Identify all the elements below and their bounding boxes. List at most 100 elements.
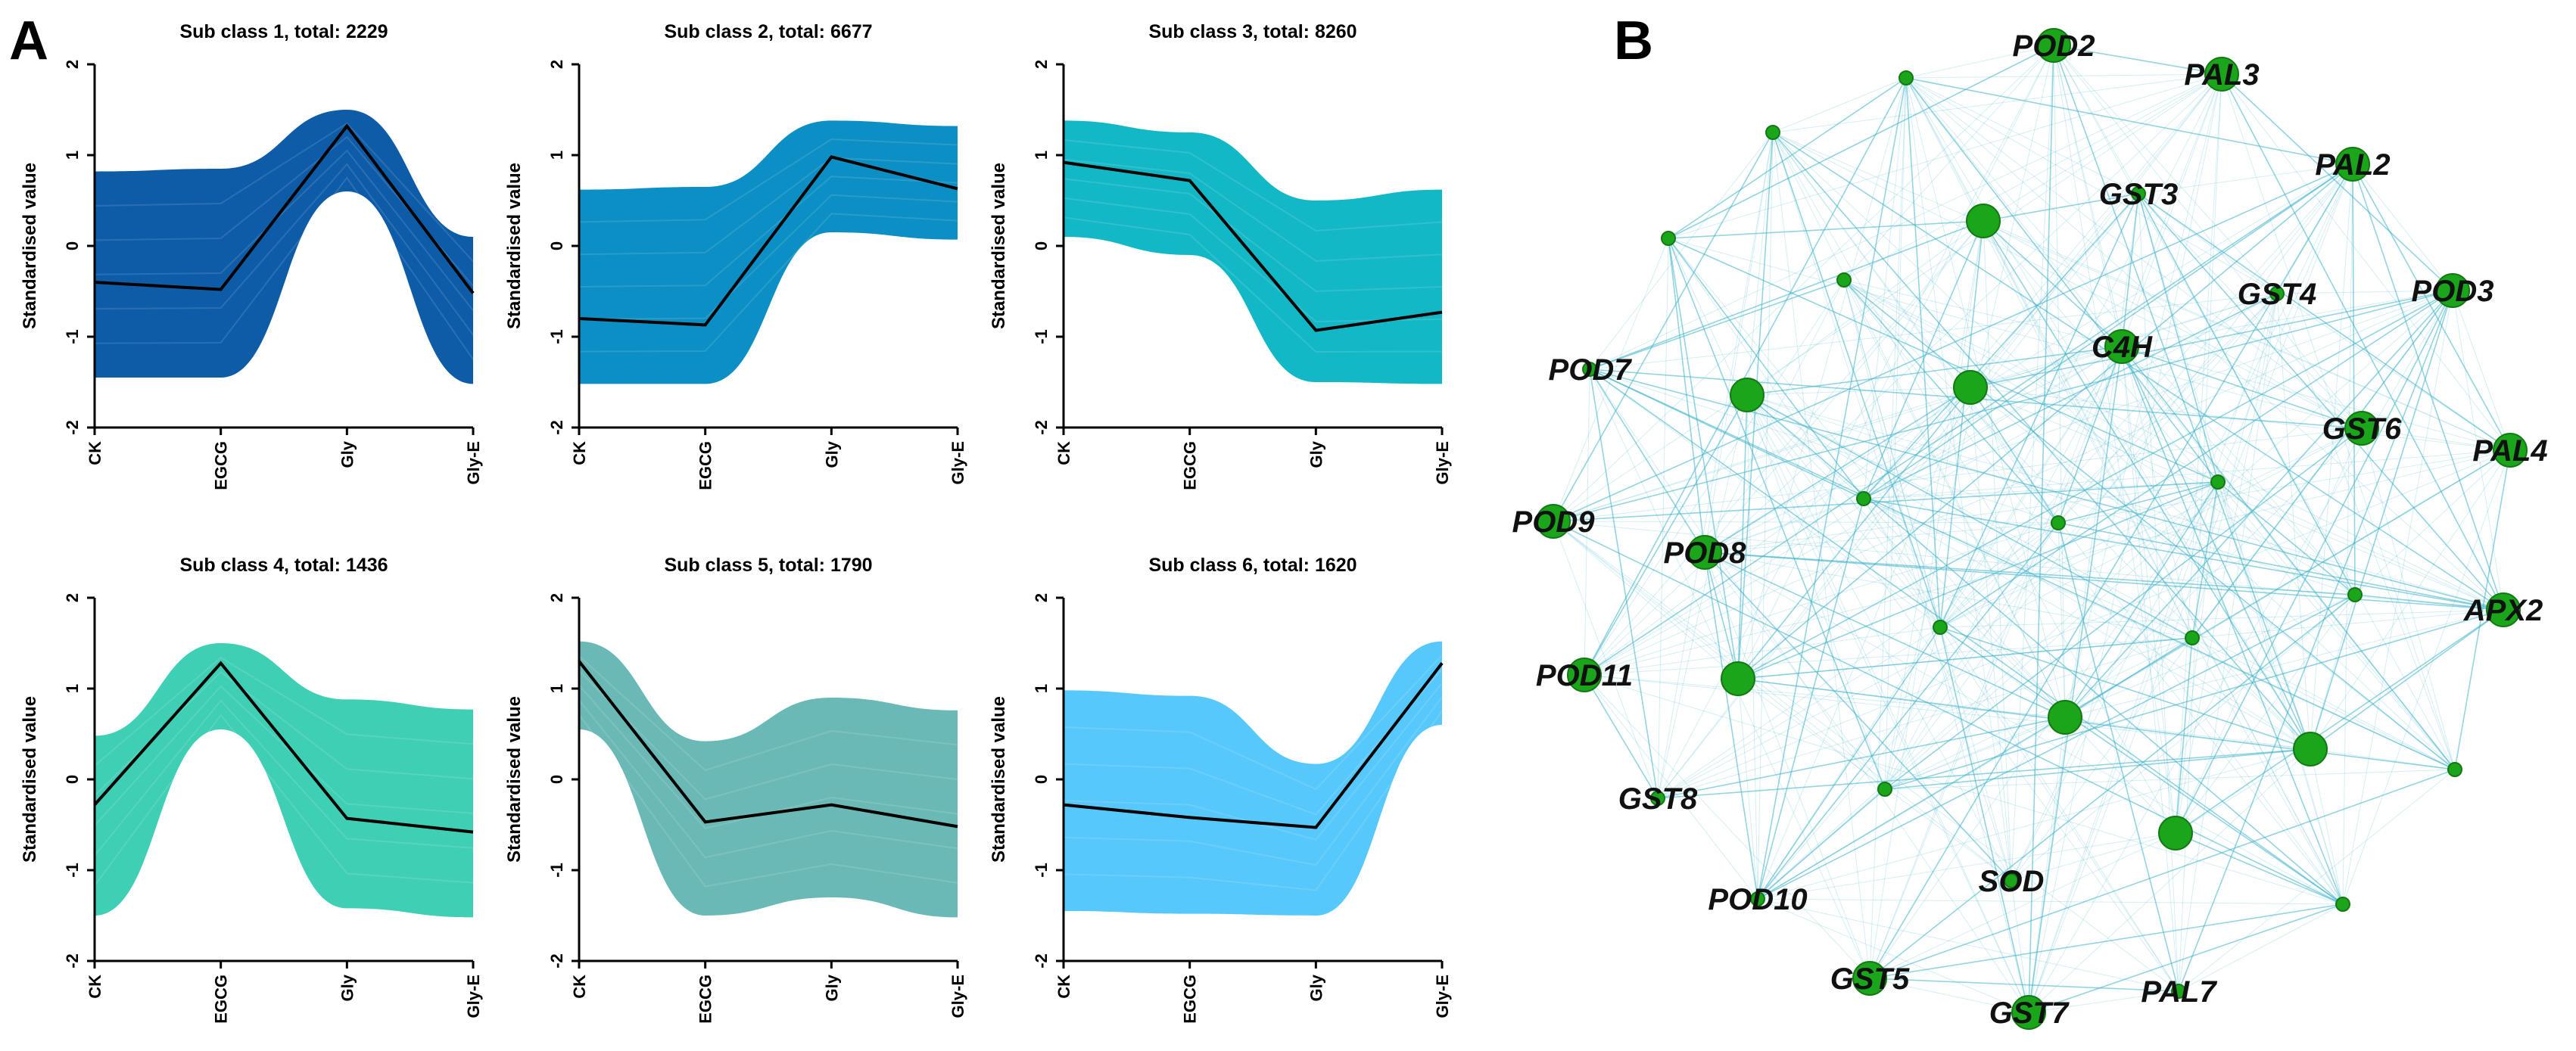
network-edge xyxy=(1970,346,2123,388)
network-edge xyxy=(1843,279,2059,524)
network-edge xyxy=(2310,748,2344,905)
network-edge xyxy=(2028,481,2219,1013)
network-edge xyxy=(2057,522,2179,992)
x-tick-label: Gly xyxy=(338,974,357,1001)
network-edge xyxy=(1746,394,1758,900)
network-edge xyxy=(1939,627,2344,905)
y-tick-label: -2 xyxy=(547,420,566,435)
network-edge xyxy=(2175,594,2356,834)
gene-label: C4H xyxy=(2092,331,2153,364)
network-edge xyxy=(1772,132,2363,429)
network-edge xyxy=(1757,132,1774,900)
network-edge xyxy=(1983,220,2193,639)
network-edge xyxy=(1843,279,2311,750)
gene-label: GST5 xyxy=(1830,962,1910,996)
network-edge xyxy=(1970,193,2139,388)
network-edge xyxy=(1757,594,2356,900)
y-tick-label: -2 xyxy=(63,420,82,435)
network-edge xyxy=(1553,290,2453,522)
network-edge xyxy=(1757,788,1886,900)
y-tick-label: -1 xyxy=(63,863,82,878)
network-edge xyxy=(2028,346,2123,1013)
network-edge xyxy=(1589,293,2278,370)
chart-title: Sub class 5, total: 1790 xyxy=(664,555,872,576)
network-edge xyxy=(1884,163,2353,790)
network-edge xyxy=(1884,594,2356,790)
network-edge xyxy=(1983,220,2456,770)
network-edge xyxy=(1843,45,2054,281)
network-edge xyxy=(1668,220,1984,239)
network-edge xyxy=(1589,279,1845,370)
network-edge xyxy=(2138,193,2511,451)
network-edge xyxy=(1970,387,2504,611)
network-edge xyxy=(1584,637,2193,676)
network-edge xyxy=(1905,77,2504,611)
network-edge xyxy=(2064,609,2504,718)
network-edge xyxy=(2276,293,2511,451)
x-tick-label: Gly xyxy=(822,440,841,468)
network-edge xyxy=(2138,193,2179,992)
network-node xyxy=(2185,630,2200,645)
network-edge xyxy=(1757,77,1907,900)
network-edge xyxy=(1746,394,2456,770)
network-edge xyxy=(2064,428,2363,718)
network-edge xyxy=(2057,481,2219,524)
network-edge xyxy=(1657,637,2193,799)
network-edge xyxy=(1704,552,2504,611)
network-edge xyxy=(2121,346,2511,451)
network-edge xyxy=(2352,163,2511,451)
network-edge xyxy=(1863,193,2139,499)
network-edge xyxy=(1553,73,2222,522)
network-edge xyxy=(1704,279,1845,553)
network-edge xyxy=(1704,552,1758,900)
network-edge xyxy=(2454,449,2511,770)
network-edge xyxy=(2342,449,2511,905)
network-edge xyxy=(2053,45,2363,429)
network-edge xyxy=(1589,368,2456,770)
network-edge xyxy=(2352,163,2453,291)
network-edge xyxy=(1584,77,1907,676)
y-tick-label: 1 xyxy=(63,151,82,160)
network-edge xyxy=(2064,637,2193,718)
centroid-line xyxy=(578,155,958,327)
network-edge xyxy=(1589,368,1659,799)
member-profile-line xyxy=(1063,696,1443,866)
network-edge xyxy=(2138,193,2219,483)
centroid-line xyxy=(94,123,475,294)
member-profile-line xyxy=(1063,655,1443,791)
network-edge xyxy=(1746,394,1941,628)
network-edge xyxy=(2011,163,2353,882)
network-edge xyxy=(1746,394,2029,1013)
network-edge xyxy=(1704,552,1870,979)
network-edge xyxy=(1863,498,2311,750)
network-node xyxy=(2493,433,2528,468)
network-edge xyxy=(2011,45,2054,882)
network-edge xyxy=(2028,903,2344,1013)
network-node xyxy=(1650,791,1665,806)
network-edge xyxy=(1704,522,2059,553)
network-edge xyxy=(2121,346,2344,905)
network-edge xyxy=(1757,898,2344,905)
network-edge xyxy=(2221,73,2511,451)
network-edge xyxy=(2175,293,2278,834)
network-edge xyxy=(1863,77,1907,499)
network-edge xyxy=(1869,346,2123,979)
panel-a-label: A xyxy=(9,11,48,71)
network-edge xyxy=(1584,394,1748,676)
network-edge xyxy=(1939,481,2219,628)
network-edge xyxy=(1869,163,2353,979)
network-edge xyxy=(1884,627,1941,790)
gene-label: PAL3 xyxy=(2184,58,2259,92)
chart-title: Sub class 3, total: 8260 xyxy=(1148,21,1357,42)
network-edge xyxy=(1668,238,1705,553)
network-edge xyxy=(1704,132,1774,553)
network-edge xyxy=(1553,45,2054,522)
network-edge xyxy=(2352,163,2356,595)
network-node xyxy=(1856,491,1871,506)
network-edge xyxy=(1863,220,1984,499)
network-edge xyxy=(2011,481,2219,882)
network-edge xyxy=(1772,132,2059,524)
network-edge xyxy=(2064,290,2453,718)
profile-band xyxy=(1064,120,1442,384)
y-tick-label: 2 xyxy=(547,60,566,69)
